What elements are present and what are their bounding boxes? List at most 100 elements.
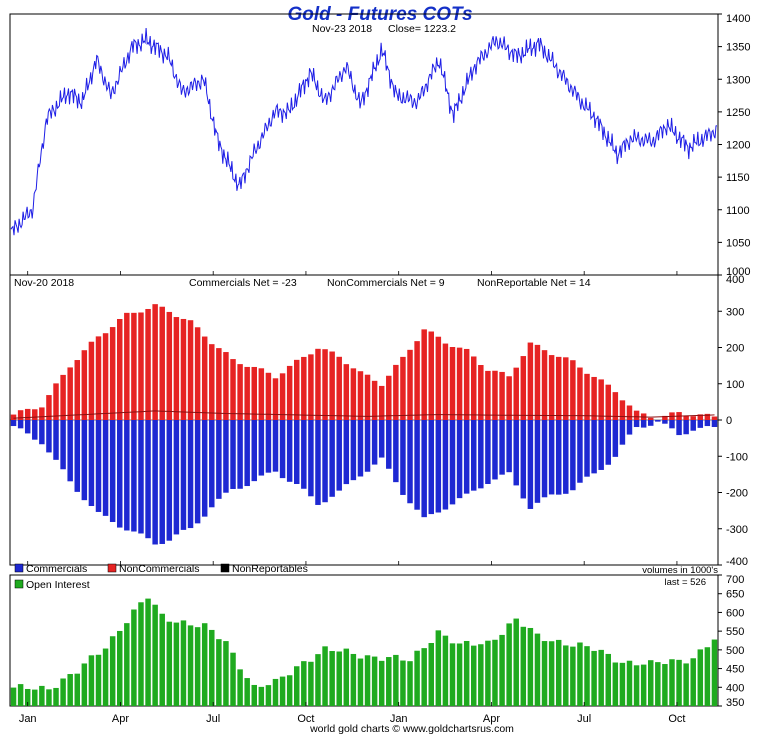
legend-open-interest: Open Interest [26,579,90,591]
open-interest-bar [513,618,519,706]
commercials-bar [32,420,38,440]
commercials-net-stat: Commercials Net = -23 [189,277,297,289]
x-axis: JanAprJulOctJanAprJulOctJanAprJulOct [19,271,685,725]
noncommercials-bar [180,318,187,420]
open-interest-bar [301,661,307,706]
commercials-bar [117,420,123,528]
commercials-bar [138,420,144,534]
last-oi-label: last = 526 [665,577,706,588]
legend-nonreportables: NonReportables [232,563,308,575]
price-ytick-label: 1300 [726,74,750,86]
commercials-bar [187,420,194,529]
noncommercials-bar [619,400,626,420]
open-interest-bar [655,662,661,706]
commercials-bar [67,420,73,482]
commercials-bar [669,420,675,429]
cot-ytick-label: 300 [726,306,744,318]
open-interest-bar [124,623,130,706]
noncommercials-bar [626,405,633,420]
commercials-bar [541,420,548,498]
noncommercials-bar [17,410,24,420]
open-interest-bar [704,647,711,706]
noncommercials-bar [102,333,109,420]
open-interest-bar [53,687,59,706]
noncommercials-bar [187,320,194,420]
noncommercials-bar [109,327,116,420]
price-ytick-label: 1050 [726,237,750,249]
commercials-bar [456,420,463,499]
commercials-bar [237,420,243,489]
commercials-bar [555,420,562,495]
noncommercials-bar [485,370,491,420]
open-interest-bar [279,676,286,706]
noncommercials-bar [308,354,314,420]
commercials-bar [428,420,434,515]
noncommercials-bar [463,348,470,420]
open-interest-bar [471,645,477,706]
open-interest-bar [442,635,449,706]
oi-ytick-label: 650 [726,589,744,601]
commercials-bar [662,420,668,424]
commercials-bar [39,420,45,445]
open-interest-bar [173,622,180,706]
open-interest-bar [598,649,604,706]
noncommercials-bar [294,359,300,420]
noncommercials-bar [371,380,378,420]
open-interest-bar [683,663,689,706]
noncommercials-bar [32,409,38,420]
commercials-bar [145,420,151,539]
noncommercials-bar [117,318,123,420]
open-interest-bar [449,643,456,706]
commercials-bar [520,420,527,499]
commercials-bar [421,420,427,518]
open-interest-bar [244,678,250,706]
x-tick-label: Oct [297,713,314,725]
cot-ytick-label: 100 [726,379,744,391]
commercials-bar [230,420,236,489]
noncommercials-bar [456,347,463,420]
open-interest-bar [711,639,718,706]
commercials-bar [435,420,442,513]
open-interest-bar [393,654,399,706]
noncommercials-bar [704,413,711,420]
open-interest-bar [10,687,17,706]
commercials-bar [527,420,534,509]
price-frame [9,13,719,276]
commercials-bar [244,420,250,487]
commercials-bar [286,420,293,482]
commercials-bar [605,420,611,465]
open-interest-bar [414,650,420,706]
open-interest-bar [591,650,597,706]
commercials-bar [711,420,718,427]
open-interest-bar [386,657,392,706]
noncommercials-bar [209,344,215,420]
noncommercials-bar [364,374,371,420]
commercials-bar [386,420,392,469]
noncommercials-bar [407,349,413,420]
commercials-bar [357,420,364,477]
open-interest-bar [152,604,158,706]
open-interest-bar [251,684,257,706]
noncommercials-bar [449,347,456,420]
noncommercials-bar [74,360,80,420]
oi-frame [9,574,719,707]
commercials-bar [350,420,357,481]
noncommercials-bar [343,364,350,420]
oi-ytick-label: 700 [726,574,744,586]
commercials-bar [364,420,371,472]
commercials-bar [471,420,477,491]
open-interest-bar [17,684,24,706]
noncommercials-bar [194,327,201,420]
noncommercials-bar [633,410,640,420]
commercials-bar [10,420,17,427]
x-tick-label: Oct [668,713,685,725]
commercials-bar [109,420,116,522]
commercials-bar [124,420,130,531]
noncommercials-bar [541,350,548,420]
open-interest-bar [329,651,335,706]
open-interest-bar [541,641,548,706]
open-interest-bar [216,639,222,706]
noncommercials-bar [301,356,307,420]
commercials-bar [655,420,661,422]
noncommercials-bar [60,374,66,420]
